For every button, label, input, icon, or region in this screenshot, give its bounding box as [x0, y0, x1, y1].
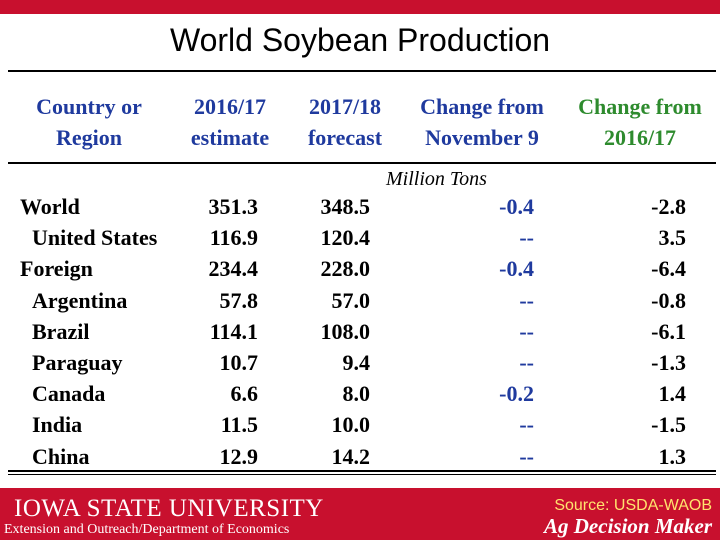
row-name: Paraguay	[32, 350, 123, 375]
row-name: Foreign	[20, 256, 93, 282]
header-change-prev-label: Change from 2016/17	[578, 94, 702, 150]
header-change-prev: Change from 2016/17	[566, 78, 714, 166]
table-row: Canada 6.6 8.0 -0.2 1.4	[0, 381, 720, 412]
cell-estimate: 114.1	[209, 318, 258, 344]
cell-estimate: 116.9	[209, 225, 258, 251]
cell-forecast: 120.4	[320, 225, 371, 251]
table-row: Paraguay 10.7 9.4 -- -1.3	[0, 350, 720, 381]
cell-change-prev: 1.3	[658, 443, 687, 469]
source-text: Source: USDA-WAOB	[554, 497, 712, 514]
cell-forecast: 8.0	[342, 381, 371, 407]
table-rule-bottom-2	[8, 474, 716, 475]
cell-estimate: 234.4	[208, 256, 259, 282]
brand-text: Ag Decision Maker	[544, 514, 712, 538]
table-row: World 351.3 348.5 -0.4 -2.8	[0, 194, 720, 225]
table-row: Brazil 114.1 108.0 -- -6.1	[0, 319, 720, 350]
table-row: Argentina 57.8 57.0 -- -0.8	[0, 288, 720, 319]
row-name: Argentina	[32, 287, 128, 313]
department-text: Extension and Outreach/Department of Eco…	[4, 522, 290, 537]
cell-change-prev: -6.1	[651, 318, 686, 344]
table-row: China 12.9 14.2 -- 1.3	[0, 444, 720, 475]
cell-change-prev: -6.4	[651, 256, 686, 282]
cell-estimate: 6.6	[230, 381, 259, 407]
header-estimate-label: 2016/17 estimate	[190, 94, 270, 150]
cell-change-nov: --	[519, 287, 534, 313]
cell-change-nov: -0.4	[499, 256, 534, 282]
row-name: Canada	[32, 381, 106, 407]
row-name: China	[32, 443, 90, 469]
cell-change-prev: -1.3	[651, 350, 686, 375]
header-rule-bottom	[8, 162, 716, 164]
cell-change-prev: -2.8	[651, 194, 686, 219]
university-logo: IOWA STATE UNIVERSITY	[14, 495, 324, 522]
cell-change-nov: -0.2	[499, 381, 534, 407]
cell-change-nov: --	[519, 412, 534, 438]
cell-forecast: 108.0	[320, 318, 371, 344]
cell-change-nov: -0.4	[499, 194, 534, 219]
header-rule-top	[8, 70, 716, 72]
cell-change-nov: --	[519, 350, 534, 375]
row-name: World	[20, 194, 80, 219]
cell-forecast: 228.0	[320, 256, 371, 282]
header-forecast: 2017/18 forecast	[292, 78, 398, 166]
table-row: Foreign 234.4 228.0 -0.4 -6.4	[0, 256, 720, 287]
cell-change-nov: --	[519, 225, 534, 251]
table-row: India 11.5 10.0 -- -1.5	[0, 412, 720, 443]
cell-forecast: 348.5	[320, 194, 371, 219]
header-change-nov-label: Change from November 9	[420, 94, 544, 150]
row-name: India	[32, 412, 83, 438]
page-title: World Soybean Production	[169, 22, 551, 58]
units-label: Million Tons	[386, 168, 487, 190]
cell-change-prev: -0.8	[651, 287, 686, 313]
footer-bar	[0, 488, 720, 540]
cell-change-nov: --	[519, 318, 534, 344]
cell-forecast: 10.0	[331, 412, 371, 438]
table-row: United States 116.9 120.4 -- 3.5	[0, 225, 720, 256]
cell-forecast: 57.0	[331, 287, 371, 313]
table-rule-bottom-1	[8, 470, 716, 472]
cell-change-prev: -1.5	[651, 412, 686, 438]
row-name: Brazil	[32, 318, 90, 344]
row-name: United States	[32, 225, 158, 251]
header-change-nov: Change from November 9	[410, 78, 554, 166]
cell-change-prev: 3.5	[658, 225, 687, 251]
cell-forecast: 14.2	[331, 443, 371, 469]
header-forecast-label: 2017/18 forecast	[307, 94, 383, 150]
cell-estimate: 10.7	[219, 350, 259, 375]
cell-estimate: 57.8	[219, 287, 259, 313]
header-country: Country or Region	[14, 78, 164, 166]
header-country-label: Country or Region	[36, 94, 142, 150]
cell-estimate: 351.3	[208, 194, 259, 219]
cell-forecast: 9.4	[342, 350, 371, 375]
cell-change-nov: --	[519, 443, 534, 469]
top-accent-bar	[0, 0, 720, 14]
cell-estimate: 11.5	[220, 412, 258, 438]
cell-change-prev: 1.4	[658, 381, 687, 407]
cell-estimate: 12.9	[219, 443, 259, 469]
header-estimate: 2016/17 estimate	[180, 78, 280, 166]
